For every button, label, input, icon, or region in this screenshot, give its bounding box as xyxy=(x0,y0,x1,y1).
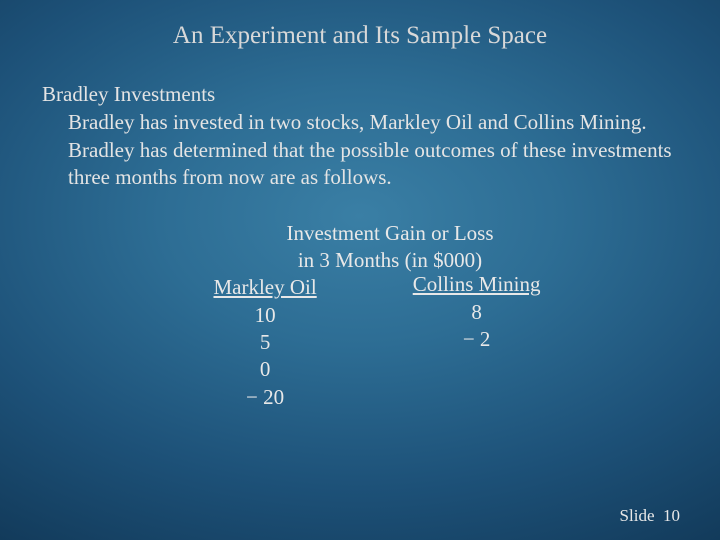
table-caption-line1: Investment Gain or Loss xyxy=(286,221,493,245)
slide-title: An Experiment and Its Sample Space xyxy=(54,22,666,50)
table-value: 10 xyxy=(213,302,316,329)
table-value: 5 xyxy=(213,329,316,356)
table-caption-line2: in 3 Months (in $000) xyxy=(298,248,482,272)
slide-footer: Slide 10 xyxy=(620,506,680,526)
example-subheading: Bradley Investments xyxy=(42,82,666,107)
column-markley-oil: Markley Oil 10 5 0 − 20 xyxy=(213,275,316,411)
table-value: 8 xyxy=(413,299,541,326)
table-value: − 20 xyxy=(213,384,316,411)
column-header: Markley Oil xyxy=(213,275,316,300)
column-values: 8 − 2 xyxy=(413,299,541,354)
table-value: 0 xyxy=(213,356,316,383)
slide: An Experiment and Its Sample Space Bradl… xyxy=(0,0,720,540)
footer-label: Slide xyxy=(620,506,655,525)
footer-page-number: 10 xyxy=(663,506,680,525)
table-value: − 2 xyxy=(413,326,541,353)
table-caption: Investment Gain or Loss in 3 Months (in … xyxy=(124,220,656,275)
column-collins-mining: Collins Mining 8 − 2 xyxy=(413,272,541,408)
column-header: Collins Mining xyxy=(413,272,541,297)
column-values: 10 5 0 − 20 xyxy=(213,302,316,411)
investment-table: Investment Gain or Loss in 3 Months (in … xyxy=(54,220,666,411)
body-paragraph: Bradley has invested in two stocks, Mark… xyxy=(68,109,672,192)
